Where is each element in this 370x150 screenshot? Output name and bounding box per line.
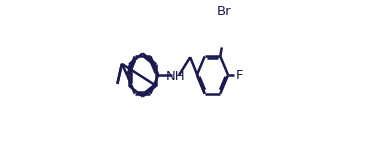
Text: F: F: [236, 69, 243, 81]
Text: Br: Br: [217, 5, 232, 18]
Text: NH: NH: [165, 70, 185, 83]
